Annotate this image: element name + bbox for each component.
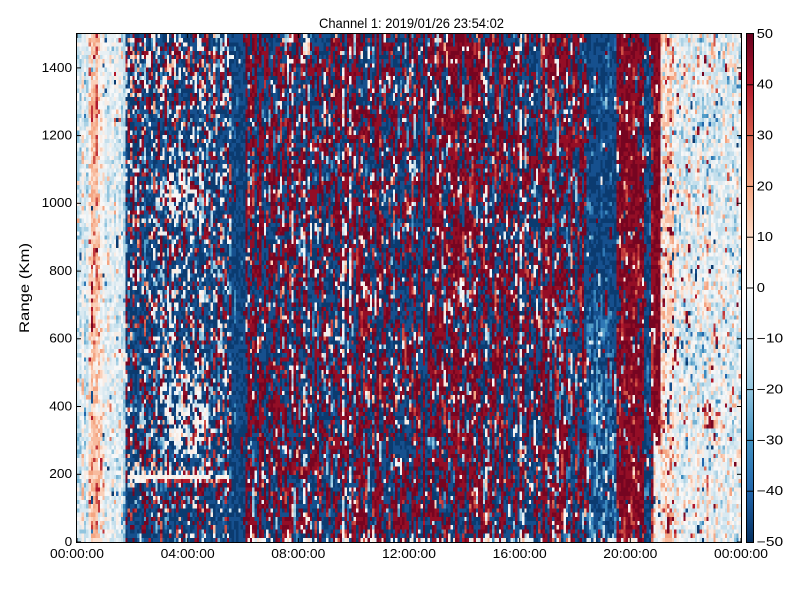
svg-text:−20: −20 xyxy=(757,383,783,397)
svg-text:20: 20 xyxy=(757,179,773,193)
svg-text:−40: −40 xyxy=(757,484,783,498)
svg-text:40: 40 xyxy=(757,78,773,92)
svg-text:600: 600 xyxy=(49,332,72,346)
svg-text:Range (Km): Range (Km) xyxy=(16,243,32,333)
svg-text:Channel 1: 2019/01/26 23:54:02: Channel 1: 2019/01/26 23:54:02 xyxy=(319,15,504,31)
svg-text:08:00:00: 08:00:00 xyxy=(271,547,325,561)
svg-text:20:00:00: 20:00:00 xyxy=(603,547,657,561)
svg-text:00:00:00: 00:00:00 xyxy=(714,547,768,561)
svg-text:−10: −10 xyxy=(757,332,783,346)
svg-text:400: 400 xyxy=(49,399,72,413)
svg-text:1400: 1400 xyxy=(42,61,73,75)
svg-text:12:00:00: 12:00:00 xyxy=(382,547,436,561)
svg-text:0: 0 xyxy=(65,535,73,549)
svg-text:16:00:00: 16:00:00 xyxy=(493,547,547,561)
svg-text:10: 10 xyxy=(757,230,773,244)
svg-text:1000: 1000 xyxy=(42,196,73,210)
svg-text:−30: −30 xyxy=(757,433,783,447)
svg-text:200: 200 xyxy=(49,467,72,481)
svg-text:0: 0 xyxy=(757,281,765,295)
svg-text:800: 800 xyxy=(49,264,72,278)
svg-text:30: 30 xyxy=(757,129,773,143)
svg-text:1200: 1200 xyxy=(42,129,73,143)
svg-text:04:00:00: 04:00:00 xyxy=(161,547,215,561)
svg-text:50: 50 xyxy=(757,27,773,41)
svg-text:00:00:00: 00:00:00 xyxy=(50,547,104,561)
svg-text:−50: −50 xyxy=(757,535,783,549)
